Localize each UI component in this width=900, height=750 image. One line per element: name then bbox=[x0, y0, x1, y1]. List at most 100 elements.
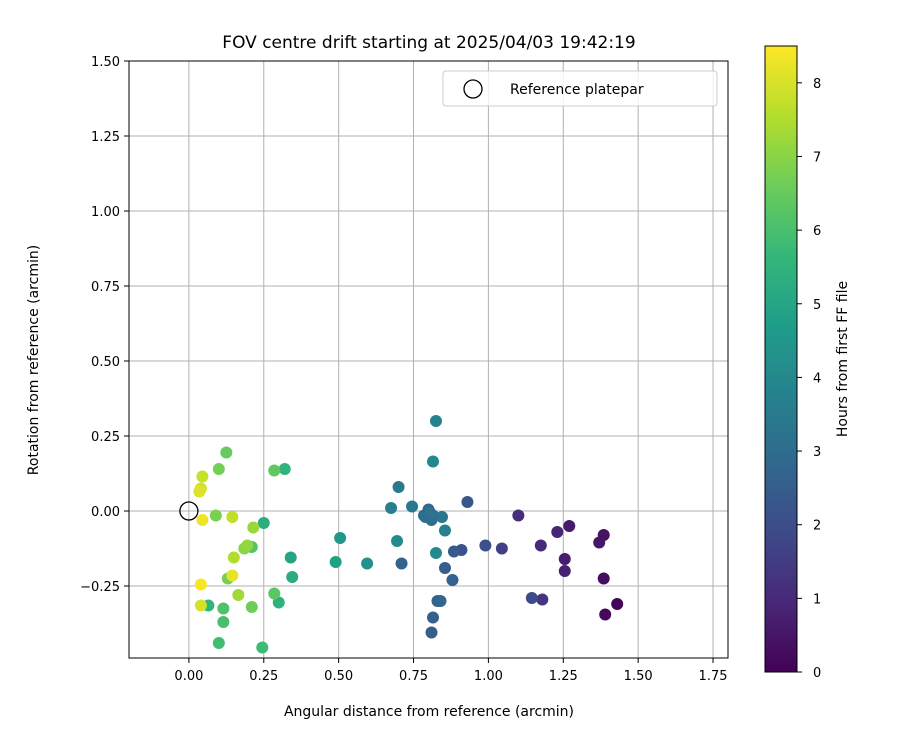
data-point bbox=[392, 481, 405, 493]
legend-label: Reference platepar bbox=[510, 82, 644, 98]
y-tick-label: 0.50 bbox=[91, 355, 120, 370]
data-point bbox=[429, 547, 442, 559]
data-point bbox=[227, 551, 240, 564]
data-point bbox=[212, 637, 225, 649]
data-point bbox=[536, 593, 549, 606]
y-axis-label: Rotation from reference (arcmin) bbox=[26, 245, 42, 475]
data-point bbox=[268, 464, 281, 477]
data-point bbox=[423, 506, 436, 519]
x-tick-label: 1.75 bbox=[699, 669, 728, 684]
colorbar-tick-label: 1 bbox=[813, 592, 821, 607]
data-point bbox=[232, 589, 245, 601]
y-tick-label: 1.00 bbox=[91, 205, 120, 220]
data-point bbox=[558, 565, 571, 577]
data-point bbox=[194, 578, 207, 591]
x-tick-label: 0.00 bbox=[174, 669, 203, 684]
y-tick-label: −0.25 bbox=[80, 580, 120, 595]
data-point bbox=[426, 455, 439, 468]
x-tick-label: 0.75 bbox=[399, 669, 428, 684]
data-point bbox=[241, 539, 254, 552]
colorbar-tick-label: 5 bbox=[813, 298, 821, 313]
data-point bbox=[447, 545, 460, 558]
legend-box bbox=[442, 70, 718, 107]
data-point bbox=[446, 574, 459, 586]
data-point bbox=[284, 551, 297, 564]
data-point bbox=[278, 463, 291, 475]
y-tick-label: 0.75 bbox=[91, 280, 120, 295]
data-point bbox=[558, 553, 571, 565]
data-point bbox=[329, 556, 342, 568]
y-tick-label: 0.00 bbox=[91, 505, 120, 520]
data-point bbox=[512, 509, 525, 522]
colorbar-label: Hours from first FF file bbox=[835, 281, 851, 437]
data-point bbox=[209, 509, 222, 522]
colorbar-tick-label: 0 bbox=[813, 666, 821, 681]
data-point bbox=[425, 626, 438, 639]
data-point bbox=[426, 611, 439, 624]
data-point bbox=[334, 532, 347, 544]
data-point bbox=[226, 511, 239, 523]
colorbar-tick-label: 3 bbox=[813, 445, 821, 460]
y-tick-label: 1.50 bbox=[91, 55, 120, 70]
data-point bbox=[217, 616, 230, 628]
x-tick-label: 0.50 bbox=[324, 669, 353, 684]
data-point bbox=[220, 446, 233, 459]
data-points bbox=[193, 415, 624, 654]
data-point bbox=[257, 517, 270, 529]
plot-frame bbox=[128, 60, 729, 659]
data-point bbox=[479, 539, 492, 552]
data-point bbox=[194, 599, 207, 612]
colorbar-tick-label: 7 bbox=[813, 150, 821, 165]
data-point bbox=[534, 539, 547, 552]
colorbar bbox=[764, 45, 798, 673]
data-point bbox=[268, 587, 281, 600]
data-point bbox=[196, 470, 209, 483]
y-tick-label: 0.25 bbox=[91, 430, 120, 445]
colorbar-tick-label: 2 bbox=[813, 519, 821, 534]
data-point bbox=[563, 520, 576, 532]
data-point bbox=[247, 521, 260, 534]
x-axis-ticks: 0.00 0.25 0.50 0.75 1.00 1.25 1.50 1.75 bbox=[174, 658, 728, 684]
colorbar-ticks: 0 1 2 3 4 5 6 7 8 bbox=[797, 77, 821, 681]
data-point bbox=[438, 562, 451, 574]
legend: Reference platepar bbox=[442, 70, 718, 107]
chart-title: FOV centre drift starting at 2025/04/03 … bbox=[222, 33, 635, 53]
x-tick-label: 1.50 bbox=[624, 669, 653, 684]
data-point bbox=[434, 595, 447, 607]
data-point bbox=[406, 500, 419, 513]
data-point bbox=[438, 524, 451, 537]
data-point bbox=[196, 514, 209, 526]
x-axis-label: Angular distance from reference (arcmin) bbox=[284, 704, 574, 720]
data-point bbox=[226, 569, 239, 582]
data-point bbox=[599, 608, 612, 621]
data-point bbox=[385, 502, 398, 514]
y-axis-ticks: −0.25 0.00 0.25 0.50 0.75 1.00 1.25 1.50 bbox=[80, 55, 129, 595]
colorbar-tick-label: 8 bbox=[813, 77, 821, 92]
data-point bbox=[435, 511, 448, 523]
data-point bbox=[429, 415, 442, 427]
data-point bbox=[272, 596, 285, 609]
x-tick-label: 1.25 bbox=[549, 669, 578, 684]
x-tick-label: 0.25 bbox=[249, 669, 278, 684]
legend-open-circle-marker bbox=[463, 79, 483, 99]
colorbar-tick-label: 4 bbox=[813, 371, 821, 386]
y-tick-label: 1.25 bbox=[91, 130, 120, 145]
x-tick-label: 1.00 bbox=[474, 669, 503, 684]
reference-platepar-marker bbox=[179, 501, 199, 521]
data-point bbox=[212, 463, 225, 475]
data-point bbox=[245, 601, 258, 613]
data-point bbox=[611, 598, 624, 610]
data-point bbox=[217, 602, 230, 615]
data-point bbox=[286, 571, 299, 583]
data-point bbox=[395, 557, 408, 570]
data-point bbox=[551, 526, 564, 538]
data-point bbox=[461, 496, 474, 508]
data-point bbox=[597, 572, 610, 585]
data-point bbox=[361, 557, 374, 570]
data-point bbox=[256, 641, 269, 654]
data-point bbox=[391, 535, 404, 547]
data-point bbox=[193, 485, 206, 498]
colorbar-tick-label: 6 bbox=[813, 224, 821, 239]
